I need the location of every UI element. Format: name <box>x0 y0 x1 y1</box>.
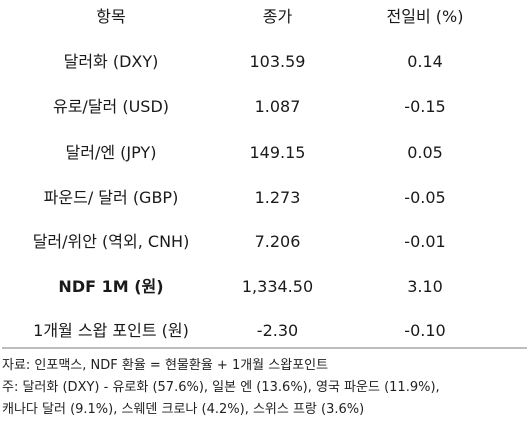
header-close: 종가 <box>262 7 293 26</box>
row-change: -0.01 <box>404 232 446 251</box>
row-change: -0.15 <box>404 97 446 116</box>
table-row-highlight: NDF 1M (원) 1,334.50 3.10 <box>0 272 529 302</box>
source-note: 자료: 인포맥스, NDF 환율 = 현물환율 + 1개월 스왑포인트 <box>2 358 329 373</box>
row-item: 달러/엔 (JPY) <box>65 143 157 162</box>
row-item: 파운드/ 달러 (GBP) <box>43 188 179 207</box>
row-close: 1,334.50 <box>241 277 314 296</box>
composition-note-line-1: 주: 달러화 (DXY) - 유로화 (57.6%), 일본 엔 (13.6%)… <box>2 380 440 395</box>
table-row: 달러/위안 (역외, CNH) 7.206 -0.01 <box>0 227 529 257</box>
row-change: 0.05 <box>407 143 443 162</box>
row-item: 달러화 (DXY) <box>63 52 159 71</box>
row-change: -0.05 <box>404 188 446 207</box>
table-row: 달러/엔 (JPY) 149.15 0.05 <box>0 138 529 168</box>
row-change: 0.14 <box>407 52 443 71</box>
row-close: 1.273 <box>254 188 301 207</box>
row-close: -2.30 <box>256 321 299 340</box>
table-row: 파운드/ 달러 (GBP) 1.273 -0.05 <box>0 183 529 213</box>
header-item: 항목 <box>96 7 126 26</box>
row-item: 유로/달러 (USD) <box>52 97 170 116</box>
row-item: NDF 1M (원) <box>58 277 164 296</box>
row-close: 103.59 <box>249 52 306 71</box>
table-row: 1개월 스왑 포인트 (원) -2.30 -0.10 <box>0 316 529 346</box>
composition-note-line-2: 캐나다 달러 (9.1%), 스웨덴 크로나 (4.2%), 스위스 프랑 (3… <box>2 402 365 417</box>
row-close: 1.087 <box>254 97 301 116</box>
row-change: -0.10 <box>404 321 446 340</box>
table-header-row: 항목 종가 전일비 (%) <box>0 2 529 32</box>
row-close: 149.15 <box>249 143 306 162</box>
table-row: 달러화 (DXY) 103.59 0.14 <box>0 47 529 77</box>
row-item: 달러/위안 (역외, CNH) <box>32 232 190 251</box>
header-change: 전일비 (%) <box>386 7 464 26</box>
row-item: 1개월 스왑 포인트 (원) <box>33 321 189 340</box>
row-change: 3.10 <box>407 277 443 296</box>
row-close: 7.206 <box>254 232 301 251</box>
footnotes: 자료: 인포맥스, NDF 환율 = 현물환율 + 1개월 스왑포인트 주: 달… <box>2 355 529 421</box>
table-divider <box>2 347 527 349</box>
table-row: 유로/달러 (USD) 1.087 -0.15 <box>0 92 529 122</box>
